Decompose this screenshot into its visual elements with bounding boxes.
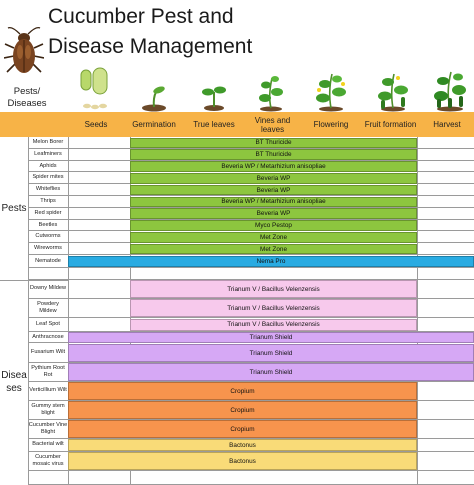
row-label: Leafminers — [28, 149, 68, 161]
row-divider — [68, 452, 474, 471]
group-label: Pests — [1, 202, 27, 214]
treatment-bar: Beveria WP — [130, 184, 417, 196]
row-divider — [68, 332, 474, 344]
row-divider — [68, 161, 474, 173]
row-divider — [68, 344, 474, 363]
group-label: Disea ses — [1, 370, 27, 395]
row-divider — [68, 420, 474, 439]
column-divider — [68, 137, 69, 485]
row-divider — [68, 184, 474, 196]
stage-label-flowering: Flowering — [313, 120, 349, 129]
management-grid: Melon Borer BT Thuricide Leafminers BT Thur… — [0, 137, 474, 485]
row-label: Red spider — [28, 208, 68, 220]
vine-plant-icon — [259, 76, 283, 112]
row-divider — [68, 243, 474, 255]
row-divider — [68, 137, 474, 149]
treatment-bar: Cropium — [68, 420, 417, 438]
row-divider — [68, 471, 474, 485]
stage-label-true-leaves: True leaves — [193, 120, 235, 129]
group-divider — [0, 279, 68, 281]
cockroach-pest-icon — [4, 26, 44, 73]
title-line-2: Disease Management — [48, 35, 253, 58]
treatment-bar: Bactonus — [68, 452, 417, 471]
row-label: Aphids — [28, 161, 68, 173]
treatment-bar: BT Thuricide — [130, 137, 417, 149]
stage-label-fruit-formation: Fruit formation — [364, 120, 417, 129]
row-label: Cucumber mosaic virus — [28, 452, 68, 471]
row-label: Nematode — [28, 255, 68, 268]
treatment-bar: Myco Pestop — [130, 220, 417, 231]
row-label: Pythium Root Rot — [28, 363, 68, 382]
pests-diseases-corner-label: Pests/ Diseases — [7, 86, 47, 109]
treatment-bar: Beveria WP — [130, 172, 417, 184]
stage-label-seeds: Seeds — [84, 120, 108, 129]
harvest-plant-icon — [434, 71, 466, 112]
row-divider — [68, 196, 474, 208]
treatment-bar: Cropium — [68, 401, 417, 419]
column-divider — [417, 137, 418, 485]
seeds-icon — [80, 67, 108, 110]
row-label: Bacterial wilt — [28, 439, 68, 452]
treatment-bar: Trianum Shield — [68, 363, 474, 381]
treatment-bar: Nema Pro — [68, 255, 474, 268]
row-label — [28, 268, 68, 280]
row-divider — [68, 220, 474, 232]
treatment-bar: Trianum V / Bacillus Velenzensis — [130, 280, 417, 299]
row-label: Whiteflies — [28, 184, 68, 196]
stage-label-germination: Germination — [132, 120, 176, 129]
germination-sprout-icon — [142, 86, 166, 112]
title-line-1: Cucumber Pest and — [48, 5, 234, 28]
row-label — [28, 471, 68, 485]
page-title: Cucumber Pest and Disease Management — [48, 2, 308, 62]
row-label: Leaf Spot — [28, 318, 68, 332]
treatment-bar: Beveria WP — [130, 208, 417, 220]
growth-stage-header-band — [0, 112, 474, 137]
treatment-bar: Beveria WP / Metarhizium anisopliae — [130, 196, 417, 208]
row-label: Cutworms — [28, 231, 68, 244]
row-label: Fusarium Wilt — [28, 344, 68, 363]
row-label: Beetles — [28, 220, 68, 232]
row-label: Anthracnose — [28, 332, 68, 344]
flowering-plant-icon — [316, 73, 346, 112]
row-label: Verticillium Wilt — [28, 382, 68, 401]
row-label: Melon Borer — [28, 137, 68, 149]
treatment-bar: Met Zone — [130, 243, 417, 255]
stage-label-vines-and-leaves: Vines and leaves — [254, 115, 291, 134]
treatment-bar: Trianum Shield — [68, 344, 474, 362]
row-label: Thrips — [28, 196, 68, 208]
treatment-bar: Trianum Shield — [68, 332, 474, 343]
column-divider — [28, 137, 29, 485]
row-label: Wireworms — [28, 243, 68, 255]
treatment-bar: Trianum V / Bacillus Velenzensis — [130, 318, 417, 332]
row-divider — [68, 172, 474, 185]
row-divider — [68, 382, 474, 401]
treatment-bar: Cropium — [68, 382, 417, 400]
row-divider — [68, 149, 474, 161]
row-label: Downy Mildew — [28, 280, 68, 299]
row-divider — [68, 268, 474, 280]
treatment-bar: Beveria WP / Metarhizium anisopliae — [130, 161, 417, 172]
true-leaves-seedling-icon — [202, 86, 226, 111]
row-label: Powdery Mildew — [28, 299, 68, 318]
row-divider — [68, 208, 474, 220]
row-divider — [68, 255, 474, 268]
row-divider — [68, 401, 474, 420]
stage-label-harvest: Harvest — [433, 120, 461, 129]
fruiting-plant-icon — [378, 73, 408, 112]
row-label: Spider mites — [28, 172, 68, 185]
treatment-bar: Met Zone — [130, 231, 417, 243]
treatment-bar: BT Thuricide — [130, 149, 417, 161]
row-divider — [68, 318, 474, 332]
row-label: Gummy stem blight — [28, 401, 68, 420]
row-divider — [68, 231, 474, 244]
treatment-bar: Trianum V / Bacillus Velenzensis — [130, 299, 417, 318]
row-divider — [68, 363, 474, 382]
row-label: Cucumber Vine Blight — [28, 420, 68, 439]
treatment-bar: Bactonus — [68, 439, 417, 452]
